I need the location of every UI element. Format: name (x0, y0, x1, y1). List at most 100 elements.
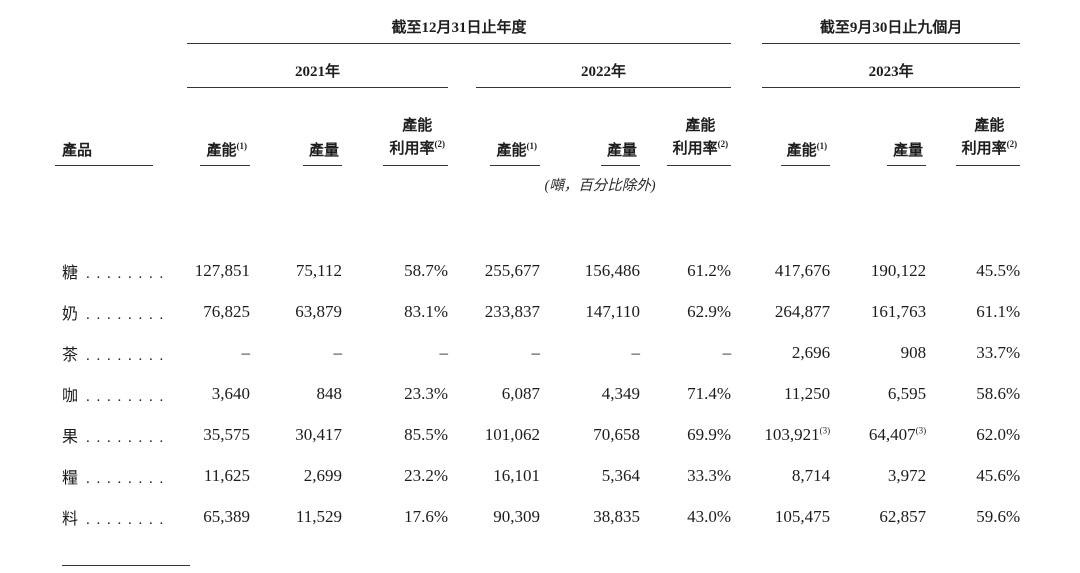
utilization-label-line1: 產能 (402, 118, 433, 134)
spacer-row (55, 202, 1020, 250)
value-cell: – (631, 342, 641, 362)
value-cell: 255,677 (484, 260, 540, 280)
value-cell: – (241, 342, 251, 362)
dot-leader: . . . . . . . . (86, 429, 165, 446)
product-cell: 茶 . . . . . . . . (55, 332, 180, 373)
value-cell: 45.5% (976, 260, 1021, 280)
value-cell: 264,877 (774, 301, 831, 321)
value-cell: 147,110 (585, 301, 640, 321)
utilization-label-line2: 利用率 (389, 140, 435, 157)
output-label: 產量 (606, 143, 637, 159)
table-body: 糖 . . . . . . . . 127,851 75,112 58.7% 25… (55, 250, 1020, 537)
period-nine-months-label: 截至9月30日止九個月 (819, 20, 963, 36)
value-cell: 64,407(3) (868, 424, 927, 444)
dot-leader: . . . . . . . . (86, 306, 165, 323)
product-cell: 咖 . . . . . . . . (55, 373, 180, 414)
value-cell: – (531, 342, 541, 362)
value-cell: 103,921(3) (764, 424, 831, 444)
utilization-label-line1: 產能 (685, 118, 716, 134)
product-header-label: 產品 (55, 139, 153, 166)
value-cell: 105,475 (774, 506, 831, 526)
year-header-2021: 2021年 (180, 44, 448, 88)
col-header-capacity-2022: 產能(1) (448, 88, 540, 166)
value-cell: 62,857 (879, 506, 927, 526)
value-cell: 65,389 (203, 506, 250, 526)
value-cell: 33.3% (687, 465, 732, 485)
value-cell: 59.6% (976, 506, 1021, 526)
period-annual-label: 截至12月31日止年度 (391, 20, 527, 36)
utilization-label-line2: 利用率 (672, 140, 718, 157)
period-header-nine-months: 截至9月30日止九個月 (731, 0, 1021, 44)
col-header-utilization-2022: 產能 利用率(2) (640, 88, 732, 166)
product-name: 茶 (62, 346, 79, 364)
value-cell: 30,417 (295, 424, 342, 444)
footnote-ref-2: (2) (717, 138, 729, 149)
year-2023-label: 2023年 (868, 64, 914, 80)
dot-leader: . . . . . . . . (86, 347, 165, 364)
value-cell: 61.1% (976, 301, 1021, 321)
value-cell: 127,851 (194, 260, 250, 280)
capacity-label: 產能 (786, 143, 817, 159)
product-name: 奶 (62, 305, 79, 323)
table-row: 糧 . . . . . . . . 11,625 2,699 23.2% 16,1… (55, 455, 1020, 496)
capacity-label: 產能 (206, 143, 237, 159)
value-cell: 58.7% (404, 260, 448, 280)
value-cell: 5,364 (601, 465, 640, 485)
product-cell: 糧 . . . . . . . . (55, 455, 180, 496)
value-cell: 85.5% (404, 424, 448, 444)
value-cell: 2,699 (303, 465, 342, 485)
col-header-output-2022: 產量 (540, 88, 640, 166)
col-header-capacity-2021: 產能(1) (180, 88, 250, 166)
year-header-2022: 2022年 (448, 44, 732, 88)
value-cell: – (722, 342, 732, 362)
value-cell: 3,640 (211, 383, 250, 403)
blank-cell (55, 0, 180, 44)
table-row: 茶 . . . . . . . . – – – – – – 2,696 908 3… (55, 332, 1020, 373)
value-cell: 62.0% (976, 424, 1021, 444)
utilization-label-line2: 利用率 (961, 140, 1007, 157)
value-cell: 35,575 (203, 424, 250, 444)
value-cell: 90,309 (493, 506, 540, 526)
table-row: 奶 . . . . . . . . 76,825 63,879 83.1% 233… (55, 291, 1020, 332)
value-cell: 83.1% (404, 301, 448, 321)
utilization-label-line1: 產能 (974, 118, 1005, 134)
unit-note-text: (噸，百分比除外) (544, 177, 656, 194)
product-cell: 果 . . . . . . . . (55, 414, 180, 455)
value-cell: – (439, 342, 449, 362)
table-row: 糖 . . . . . . . . 127,851 75,112 58.7% 25… (55, 250, 1020, 291)
product-name: 料 (62, 510, 79, 528)
product-cell: 糖 . . . . . . . . (55, 250, 180, 291)
value-cell: 61.2% (687, 260, 732, 280)
column-header-row: 產品 產能(1) 產量 產能 利用率(2) 產能(1) (55, 88, 1021, 166)
value-cell: – (333, 342, 343, 362)
year-header-2023: 2023年 (731, 44, 1021, 88)
dot-leader: . . . . . . . . (86, 511, 165, 528)
value-cell: 11,625 (203, 465, 250, 485)
value-cell: 6,087 (501, 383, 540, 403)
value-cell: 75,112 (295, 260, 342, 280)
footnote-ref-3: (3) (819, 424, 831, 435)
blank-cell (55, 166, 180, 202)
footnote-rule (62, 565, 190, 566)
product-name: 糖 (62, 264, 79, 282)
footnote-ref-1: (1) (236, 141, 248, 151)
output-label: 產量 (308, 143, 339, 159)
value-cell: 17.6% (404, 506, 448, 526)
unit-note: (噸，百分比除外) (180, 166, 1020, 202)
period-header-annual: 截至12月31日止年度 (180, 0, 732, 44)
value-cell: 43.0% (687, 506, 732, 526)
product-name: 糧 (62, 469, 79, 487)
table-row: 咖 . . . . . . . . 3,640 848 23.3% 6,087 4… (55, 373, 1020, 414)
footnote-ref-1: (1) (816, 141, 828, 151)
blank-cell (55, 44, 180, 88)
value-cell: 8,714 (791, 465, 831, 485)
value-cell: 58.6% (976, 383, 1021, 403)
unit-note-row: (噸，百分比除外) (55, 166, 1020, 202)
footnote-ref-1: (1) (526, 141, 538, 151)
value-cell: 23.2% (404, 465, 448, 485)
footnote-ref-2: (2) (1006, 138, 1018, 149)
product-cell: 料 . . . . . . . . (55, 496, 180, 537)
product-name: 果 (62, 428, 79, 446)
value-cell: 4,349 (601, 383, 640, 403)
